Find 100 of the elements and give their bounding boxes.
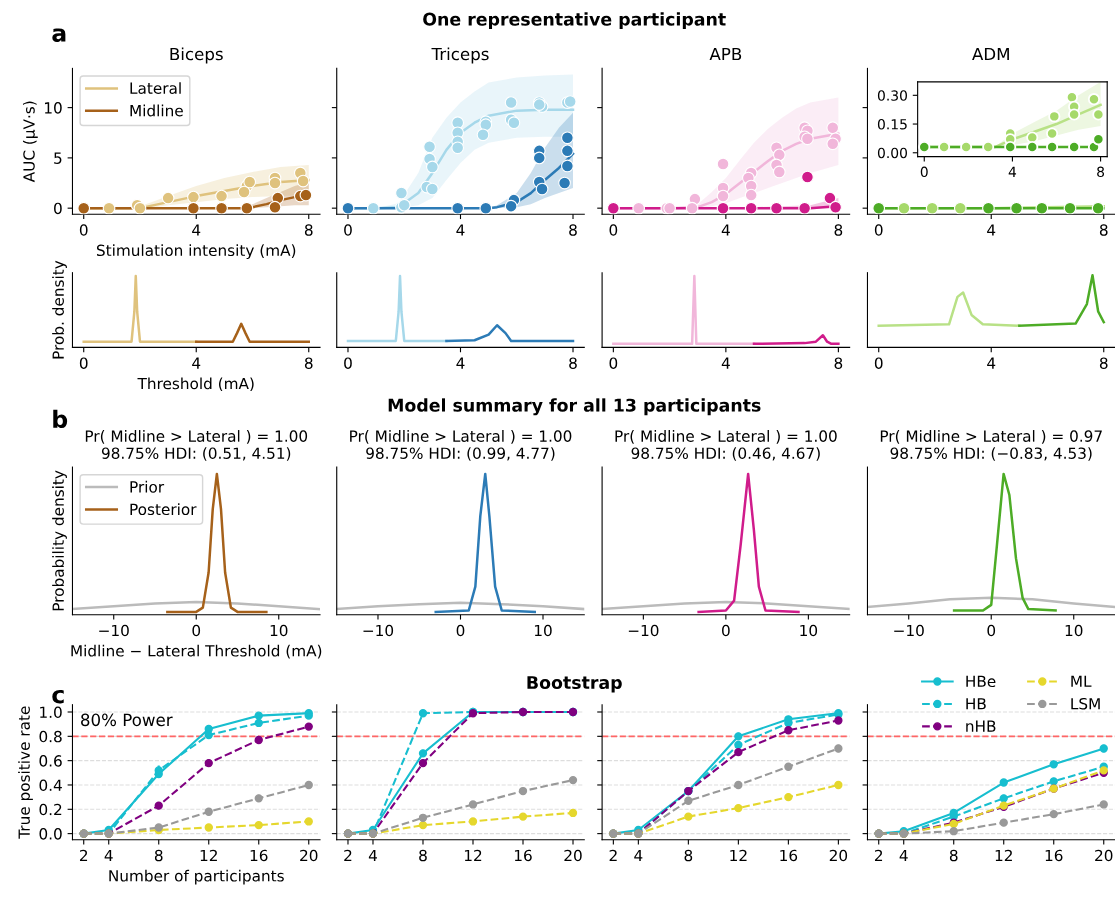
legend-label: Posterior — [130, 503, 197, 516]
y-tick-label: 10 — [44, 102, 62, 114]
legend-label: LSM — [1071, 697, 1100, 710]
x-tick-label: 2 — [609, 849, 617, 862]
x-tick-label: 0 — [344, 224, 352, 236]
y-tick-label: 0.15 — [877, 119, 907, 130]
x-tick-label: −10 — [894, 624, 924, 637]
x-tick-label: 20 — [300, 849, 318, 862]
x-tick-label: 4 — [456, 224, 465, 236]
x-tick-label: 10 — [1065, 624, 1083, 637]
text: a — [52, 28, 66, 42]
text: b — [53, 409, 68, 429]
x-tick-label: 10 — [270, 624, 288, 637]
y-tick-label: 0.8 — [39, 730, 62, 743]
x-tick-label: 4 — [368, 849, 377, 862]
ref-line-label: 80% Power — [81, 713, 173, 727]
x-tick-label: 8 — [419, 849, 427, 862]
x-tick-label: 4 — [1008, 166, 1017, 177]
x-tick-label: −10 — [628, 624, 659, 637]
x-tick-label: 12 — [995, 849, 1012, 862]
x-tick-label: 8 — [834, 357, 843, 369]
x-tick-label: 4 — [987, 224, 996, 236]
x-tick-label: 16 — [1045, 849, 1063, 862]
chart-title: Pr( Midline > Lateral ) = 1.00 98.75% HDI: (0.46, 4.67) — [615, 430, 837, 461]
y-tick-label: 1.0 — [40, 706, 62, 719]
x-tick-label: 0 — [609, 357, 618, 369]
x-tick-label: 8 — [684, 849, 693, 862]
chart-title: APB — [709, 47, 742, 61]
x-tick-label: 12 — [464, 849, 482, 862]
x-tick-label: 2 — [874, 849, 883, 862]
x-tick-label: 16 — [250, 849, 268, 862]
x-tick-label: 0 — [456, 624, 465, 637]
x-tick-label: 10 — [534, 624, 552, 637]
chart-title: Biceps — [170, 47, 223, 64]
x-tick-label: 0 — [722, 624, 730, 637]
y-tick-label: 0.0 — [39, 828, 62, 840]
x-tick-label: 0 — [344, 357, 352, 369]
text: One representative participant — [423, 12, 726, 30]
legend-label: Midline — [130, 104, 183, 117]
y-tick-label: 0.00 — [877, 147, 907, 159]
x-tick-label: 4 — [456, 357, 465, 369]
x-tick-label: 8 — [1097, 166, 1105, 178]
x-tick-label: 8 — [569, 224, 577, 236]
legend-label: Lateral — [130, 82, 181, 94]
x-tick-label: 8 — [1099, 357, 1108, 369]
legend-label: Prior — [130, 480, 165, 493]
x-tick-label: 12 — [200, 849, 217, 862]
y-tick-label: 0.4 — [39, 779, 62, 791]
x-tick-label: 8 — [1099, 224, 1108, 236]
x-tick-label: −10 — [99, 624, 129, 637]
text: Bootstrap — [527, 676, 622, 693]
legend-label: HB — [966, 698, 986, 710]
y-tick-label: 0.6 — [39, 755, 62, 767]
x-tick-label: 16 — [514, 849, 532, 862]
x-axis-title: Midline − Lateral Threshold (mA) — [71, 644, 322, 659]
x-tick-label: 0 — [920, 166, 928, 178]
x-tick-label: 4 — [104, 849, 113, 862]
x-tick-label: 0 — [192, 624, 201, 637]
x-tick-label: 4 — [634, 849, 643, 862]
x-tick-label: 0 — [79, 224, 88, 236]
x-tick-label: 8 — [834, 224, 843, 236]
x-axis-title: Number of participants — [109, 869, 284, 885]
x-tick-label: 20 — [564, 849, 582, 862]
x-tick-label: 10 — [800, 624, 818, 637]
chart-title: Pr( Midline > Lateral ) = 1.00 98.75% HDI: (0.99, 4.77) — [350, 430, 572, 461]
chart-title: Pr( Midline > Lateral ) = 1.00 98.75% HDI: (0.51, 4.51) — [85, 430, 308, 461]
y-tick-label: 0 — [54, 202, 62, 215]
text: Model summary for all 13 participants — [388, 398, 761, 416]
x-tick-label: 20 — [829, 849, 848, 862]
x-tick-label: 0 — [79, 357, 88, 369]
x-tick-label: 4 — [899, 849, 908, 862]
text: c — [52, 689, 64, 704]
y-tick-label: 5 — [54, 152, 62, 164]
x-tick-label: −10 — [363, 624, 394, 637]
x-tick-label: 8 — [569, 357, 577, 369]
y-axis-title: AUC (µV·s) — [22, 101, 38, 183]
x-tick-label: 8 — [154, 849, 163, 862]
y-tick-label: 0.30 — [877, 90, 907, 101]
x-tick-label: 4 — [721, 224, 730, 236]
x-tick-label: 8 — [304, 357, 313, 369]
chart-title: Pr( Midline > Lateral ) = 0.97 98.75% HDI: (−0.83, 4.53) — [880, 430, 1102, 461]
y-axis-title: Probability density — [52, 470, 67, 611]
x-tick-label: 4 — [192, 224, 201, 236]
x-tick-label: 4 — [987, 357, 996, 369]
x-axis-title: Stimulation intensity (mA) — [96, 244, 296, 260]
x-tick-label: 12 — [730, 849, 747, 862]
x-tick-label: 8 — [949, 849, 958, 862]
x-tick-label: 16 — [780, 849, 798, 862]
x-tick-label: 4 — [192, 357, 201, 369]
x-tick-label: 0 — [987, 624, 996, 637]
chart-title: Triceps — [431, 47, 489, 64]
x-axis-title: Threshold (mA) — [137, 377, 254, 392]
y-axis-title: Prob. density — [52, 260, 67, 359]
legend-label: HBe — [966, 675, 996, 688]
x-tick-label: 20 — [1095, 849, 1113, 862]
chart-title: ADM — [972, 47, 1009, 61]
x-tick-label: 4 — [721, 357, 730, 369]
legend-label: ML — [1071, 675, 1092, 687]
x-tick-label: 0 — [609, 224, 618, 236]
x-tick-label: 8 — [304, 224, 313, 236]
